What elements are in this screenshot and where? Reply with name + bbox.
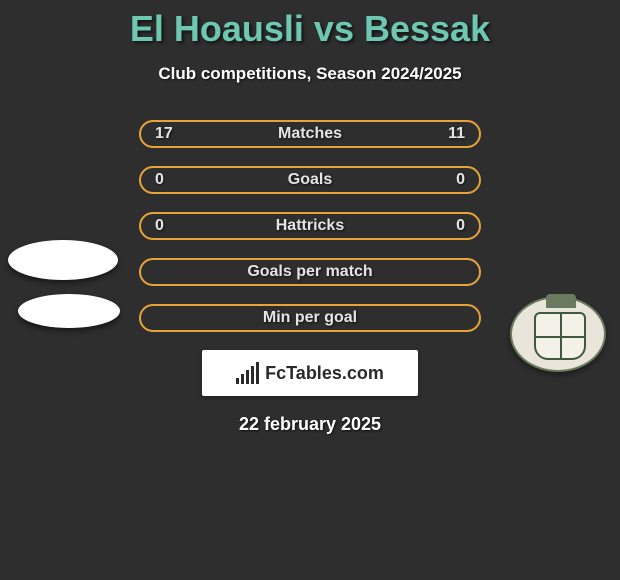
stat-left-value: 0 <box>155 171 164 189</box>
logo-bar <box>246 370 249 384</box>
subtitle: Club competitions, Season 2024/2025 <box>0 64 620 84</box>
logo-bar <box>251 366 254 384</box>
logo-bar <box>256 362 259 384</box>
stat-right-value: 11 <box>448 125 465 143</box>
stat-row-goals-per-match: Goals per match <box>139 258 481 286</box>
stat-left-value: 0 <box>155 217 164 235</box>
crest-shield-icon <box>534 312 586 360</box>
logo-bar <box>241 374 244 384</box>
stat-row-hattricks: 0 Hattricks 0 <box>139 212 481 240</box>
crest-oval <box>510 296 606 372</box>
left-club-badge-1 <box>8 240 118 280</box>
stat-right-value: 0 <box>456 217 465 235</box>
stat-row-matches: 17 Matches 11 <box>139 120 481 148</box>
stat-label: Goals per match <box>141 263 479 281</box>
stat-row-min-per-goal: Min per goal <box>139 304 481 332</box>
logo-bar <box>236 378 239 384</box>
stat-label: Goals <box>141 171 479 189</box>
logo-text: FcTables.com <box>265 363 384 384</box>
logo-bars-icon <box>236 362 259 384</box>
crest-crown-icon <box>546 294 576 308</box>
stat-label: Hattricks <box>141 217 479 235</box>
comparison-card: El Hoausli vs Bessak Club competitions, … <box>0 0 620 435</box>
right-club-crest <box>510 296 606 376</box>
stat-label: Matches <box>141 125 479 143</box>
left-club-badge-2 <box>18 294 120 328</box>
page-title: El Hoausli vs Bessak <box>0 8 620 50</box>
stat-right-value: 0 <box>456 171 465 189</box>
stat-left-value: 17 <box>155 125 173 143</box>
stat-label: Min per goal <box>141 309 479 327</box>
fctables-logo: FcTables.com <box>202 350 418 396</box>
date-text: 22 february 2025 <box>0 414 620 435</box>
stat-row-goals: 0 Goals 0 <box>139 166 481 194</box>
